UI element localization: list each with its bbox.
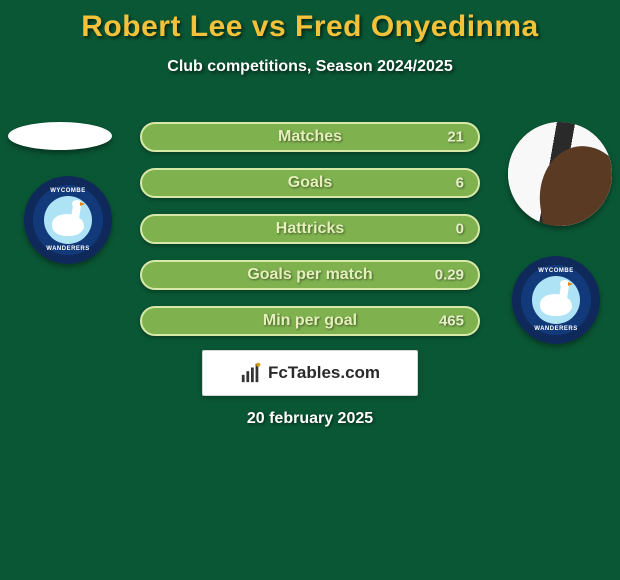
stat-value: 465 [439, 313, 464, 330]
stat-label: Goals per match [247, 266, 372, 284]
club-crest-left: WYCOMBE WANDERERS [24, 176, 112, 264]
source-logo: FcTables.com [240, 362, 380, 384]
stat-row: Goals 6 [140, 168, 480, 198]
comparison-card: Robert Lee vs Fred Onyedinma Club compet… [0, 0, 620, 580]
player-avatar-left [8, 122, 112, 150]
stats-list: Matches 21 Goals 6 Hattricks 0 Goals per match… [140, 122, 480, 352]
player-avatar-right [508, 122, 612, 226]
stat-label: Hattricks [276, 220, 344, 238]
stat-row: Min per goal 465 [140, 306, 480, 336]
stat-value: 0.29 [435, 267, 464, 284]
stat-row: Hattricks 0 [140, 214, 480, 244]
source-logo-text: FcTables.com [268, 363, 380, 383]
crest-top-text: WYCOMBE [538, 268, 574, 274]
stat-label: Min per goal [263, 312, 357, 330]
swan-icon [44, 196, 92, 244]
date-text: 20 february 2025 [0, 410, 620, 428]
swan-icon [532, 276, 580, 324]
stat-label: Matches [278, 128, 342, 146]
stat-label: Goals [288, 174, 332, 192]
crest-bottom-text: WANDERERS [46, 246, 90, 252]
stat-value: 6 [456, 175, 464, 192]
crest-bottom-text: WANDERERS [534, 326, 578, 332]
club-crest-right: WYCOMBE WANDERERS [512, 256, 600, 344]
stat-value: 21 [447, 129, 464, 146]
crest-inner: WYCOMBE WANDERERS [33, 185, 103, 255]
stat-value: 0 [456, 221, 464, 238]
page-title: Robert Lee vs Fred Onyedinma [0, 0, 620, 44]
crest-top-text: WYCOMBE [50, 188, 86, 194]
bars-icon [240, 362, 262, 384]
stat-row: Goals per match 0.29 [140, 260, 480, 290]
stat-row: Matches 21 [140, 122, 480, 152]
crest-inner: WYCOMBE WANDERERS [521, 265, 591, 335]
page-subtitle: Club competitions, Season 2024/2025 [0, 58, 620, 76]
source-logo-box: FcTables.com [202, 350, 418, 396]
